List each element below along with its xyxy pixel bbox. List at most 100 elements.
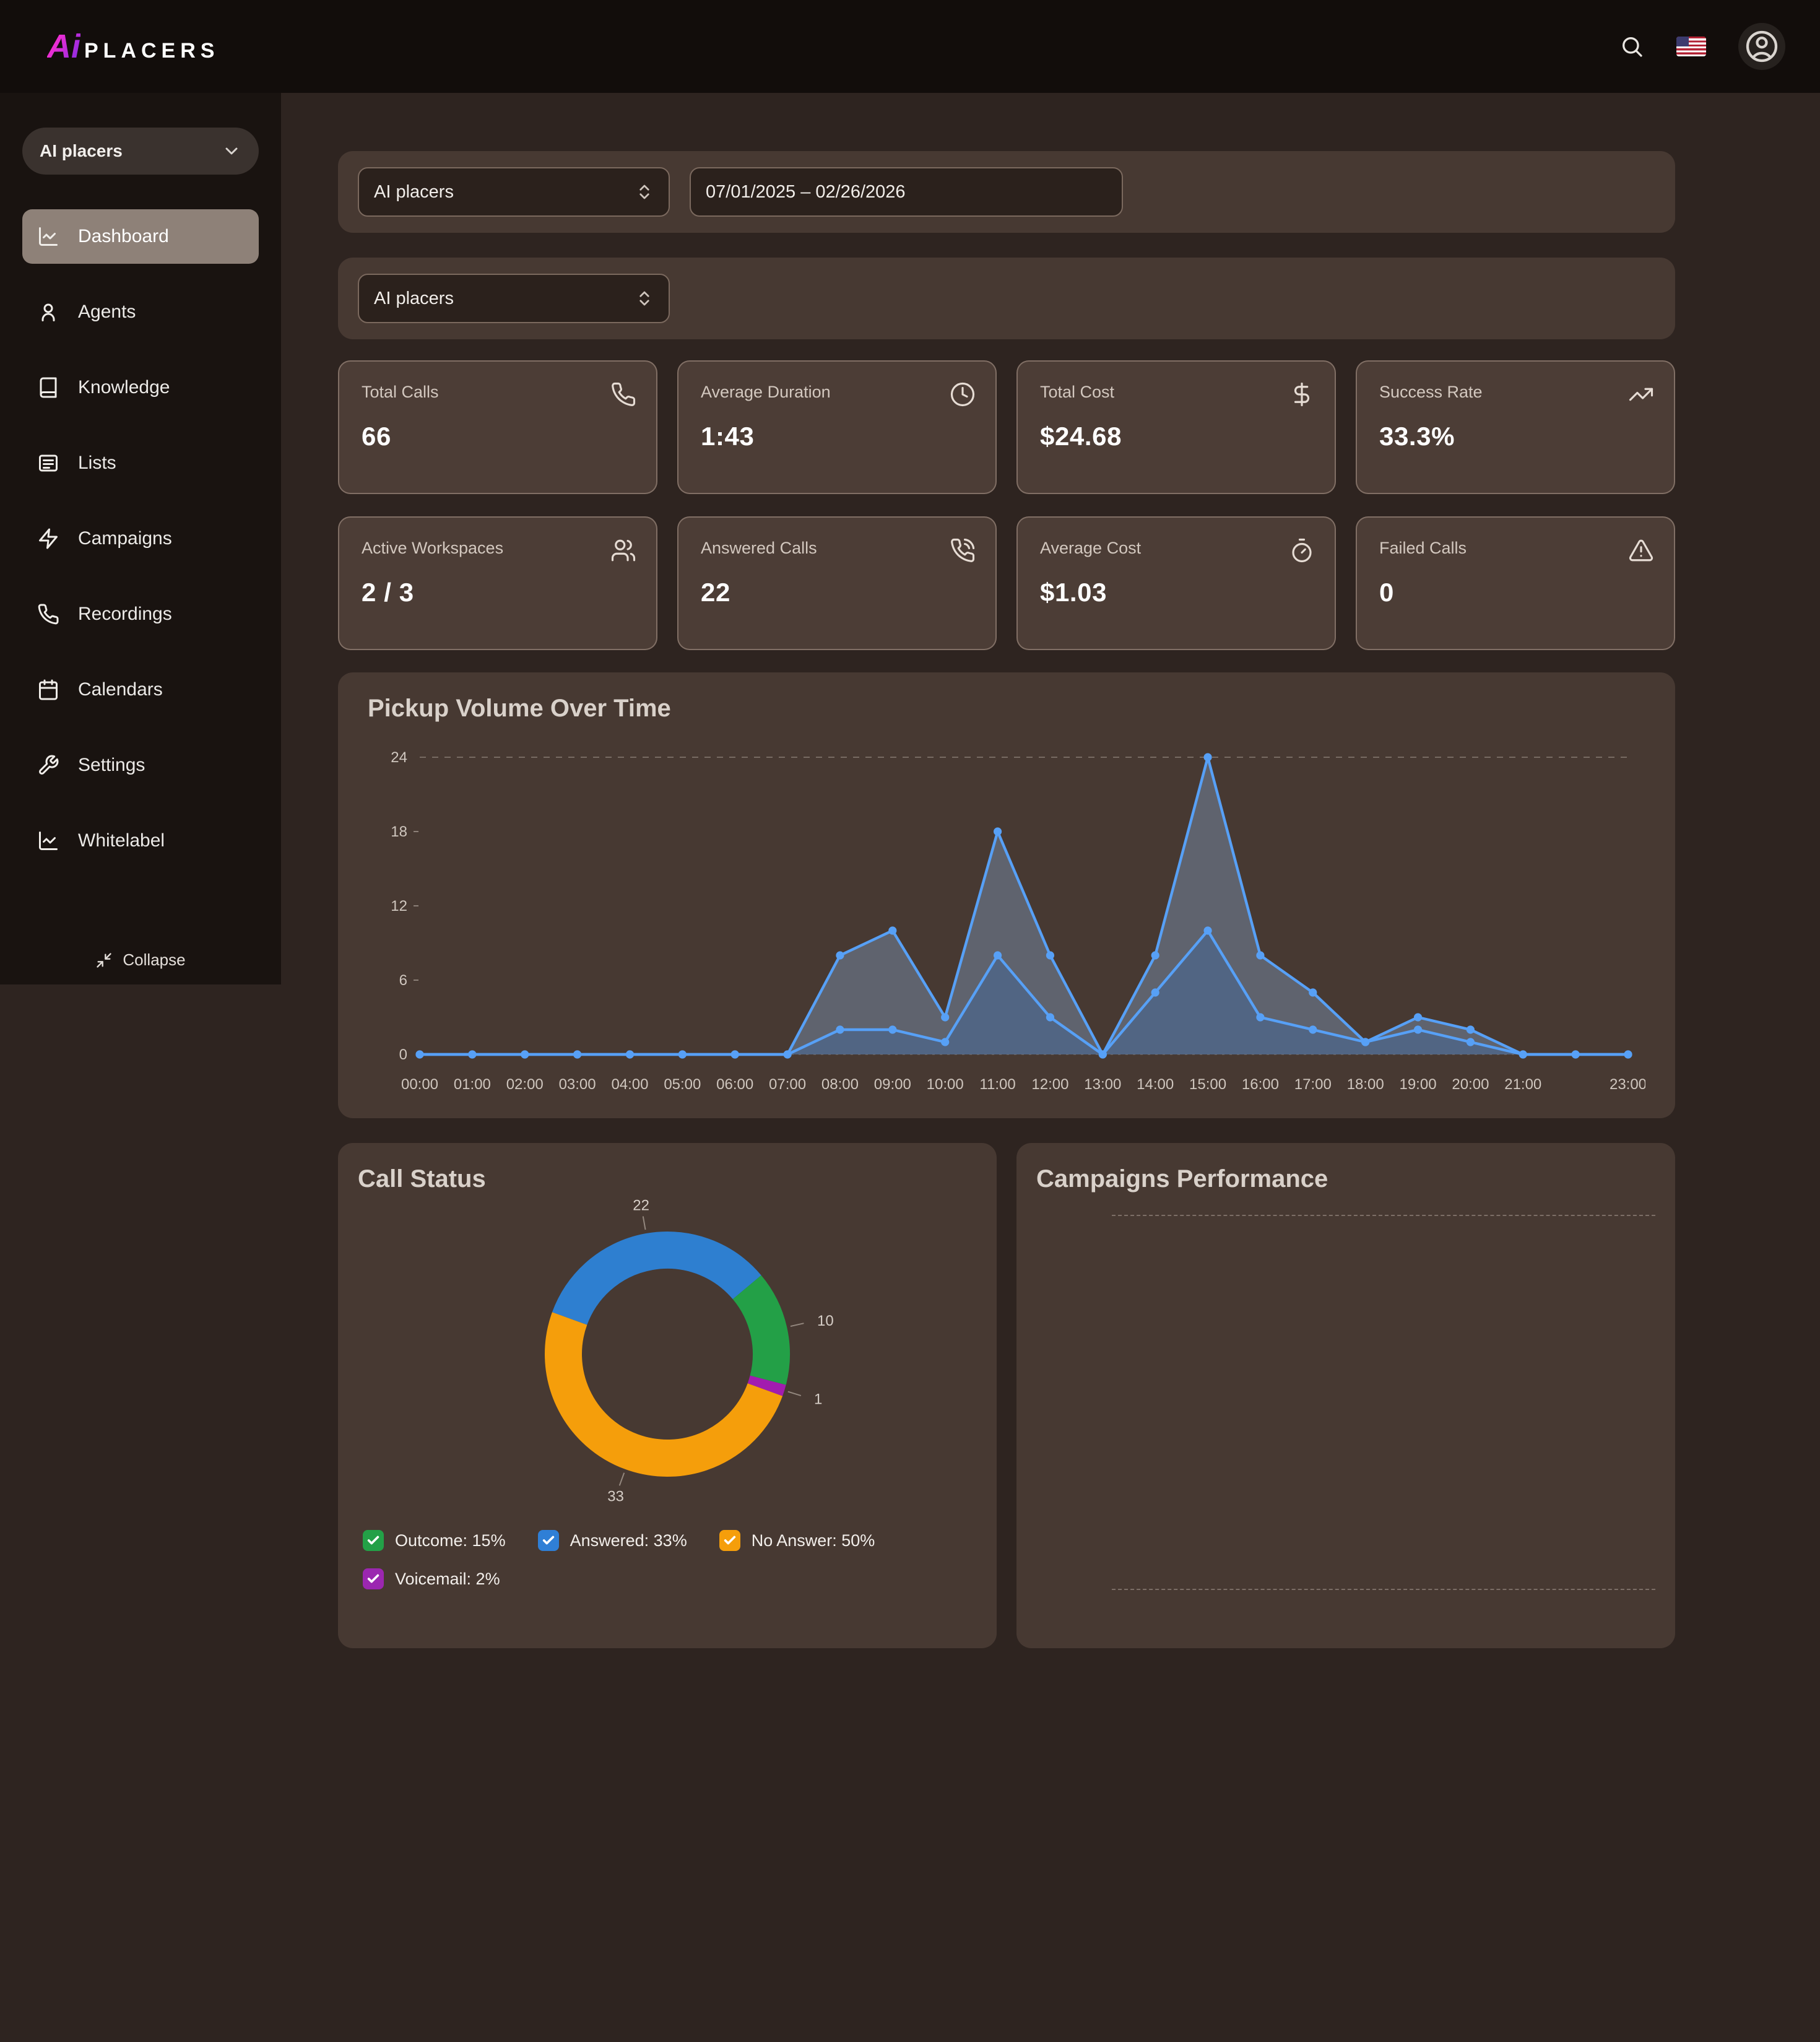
workspace-selector-label: AI placers <box>40 141 123 160</box>
svg-text:09:00: 09:00 <box>874 1076 911 1093</box>
sidebar-item-calendars[interactable]: Calendars <box>22 663 259 717</box>
sidebar-item-lists[interactable]: Lists <box>22 436 259 490</box>
chevrons-up-down-icon <box>639 291 649 306</box>
chart-line-icon <box>39 227 58 246</box>
app-logo[interactable]: Ai PLACERS <box>0 27 281 66</box>
phone-call-icon <box>950 537 976 563</box>
checkbox-checked-icon[interactable] <box>363 1568 384 1589</box>
list-icon <box>39 454 58 472</box>
stat-card-failed-calls: Failed Calls 0 <box>1356 516 1675 650</box>
legend-item-voicemail[interactable]: Voicemail: 2% <box>363 1568 500 1589</box>
svg-text:23:00: 23:00 <box>1610 1076 1645 1093</box>
chevrons-up-down-icon <box>639 185 649 199</box>
sidebar-item-settings[interactable]: Settings <box>22 738 259 793</box>
legend-label: Outcome: 15% <box>395 1531 506 1550</box>
svg-text:18:00: 18:00 <box>1347 1076 1384 1093</box>
stat-value: 33.3% <box>1379 422 1455 451</box>
topbar-actions <box>1619 23 1820 70</box>
chart-line-icon <box>39 832 58 850</box>
svg-text:13:00: 13:00 <box>1084 1076 1121 1093</box>
users-icon <box>610 537 636 563</box>
zap-icon <box>39 528 58 549</box>
stat-cards-grid: Total Calls 66 Average Duration 1:43 Tot… <box>338 360 1675 650</box>
sidebar-item-label: Settings <box>78 755 145 775</box>
svg-text:02:00: 02:00 <box>506 1076 544 1093</box>
stat-label: Total Cost <box>1040 383 1115 401</box>
sidebar-item-agents[interactable]: Agents <box>22 285 259 339</box>
sidebar-item-recordings[interactable]: Recordings <box>22 587 259 641</box>
sidebar-item-knowledge[interactable]: Knowledge <box>22 360 259 415</box>
sidebar-item-label: Lists <box>78 453 116 473</box>
workspace-filter-select[interactable]: AI placers <box>358 167 670 217</box>
stat-value: $24.68 <box>1040 422 1122 451</box>
svg-text:04:00: 04:00 <box>611 1076 648 1093</box>
legend-item-answered[interactable]: Answered: 33% <box>537 1530 687 1551</box>
stat-value: 0 <box>1379 578 1394 607</box>
svg-text:15:00: 15:00 <box>1189 1076 1226 1093</box>
svg-text:07:00: 07:00 <box>769 1076 806 1093</box>
legend-item-outcome[interactable]: Outcome: 15% <box>363 1530 506 1551</box>
svg-text:12: 12 <box>391 898 407 915</box>
sidebar-item-label: Agents <box>78 302 136 322</box>
sidebar-item-label: Recordings <box>78 604 172 624</box>
call-status-donut-chart[interactable]: 22 10 1 33 <box>457 1196 878 1515</box>
svg-text:01:00: 01:00 <box>454 1076 491 1093</box>
flag-canton <box>1676 37 1689 46</box>
sidebar-item-dashboard[interactable]: Dashboard <box>22 209 259 264</box>
calendar-icon <box>39 679 58 700</box>
stat-label: Failed Calls <box>1379 539 1467 557</box>
checkbox-checked-icon[interactable] <box>719 1530 740 1551</box>
timer-icon <box>1289 537 1315 563</box>
bottom-panels: Call Status 22 10 1 33 Outcome: 15% Answere… <box>338 1143 1675 1698</box>
legend-label: No Answer: 50% <box>751 1531 875 1550</box>
stat-card-active-workspaces: Active Workspaces 2 / 3 <box>338 516 657 650</box>
search-icon[interactable] <box>1619 34 1644 59</box>
legend-label: Answered: 33% <box>570 1531 687 1550</box>
collapse-button[interactable]: Collapse <box>0 950 281 970</box>
checkbox-checked-icon[interactable] <box>363 1530 384 1551</box>
stat-label: Active Workspaces <box>362 539 504 557</box>
svg-text:06:00: 06:00 <box>716 1076 753 1093</box>
svg-text:24: 24 <box>391 749 407 766</box>
svg-text:10:00: 10:00 <box>927 1076 964 1093</box>
svg-text:33: 33 <box>607 1488 624 1505</box>
sidebar-item-whitelabel[interactable]: Whitelabel <box>22 814 259 868</box>
pickup-volume-title: Pickup Volume Over Time <box>368 695 671 722</box>
svg-text:14:00: 14:00 <box>1137 1076 1174 1093</box>
stat-value: 22 <box>701 578 730 607</box>
phone-icon <box>38 604 59 625</box>
svg-text:08:00: 08:00 <box>821 1076 859 1093</box>
stat-value: 1:43 <box>701 422 755 451</box>
sidebar: AI placers Dashboard Agents Knowledge Li… <box>0 93 281 984</box>
empty-chart-top-gridline <box>1112 1215 1655 1216</box>
checkbox-checked-icon[interactable] <box>537 1530 559 1551</box>
svg-text:03:00: 03:00 <box>559 1076 596 1093</box>
wrench-icon <box>39 755 59 775</box>
call-status-title: Call Status <box>358 1165 486 1193</box>
svg-text:20:00: 20:00 <box>1452 1076 1489 1093</box>
campaigns-performance-panel: Campaigns Performance <box>1016 1143 1675 1648</box>
sidebar-item-campaigns[interactable]: Campaigns <box>22 511 259 566</box>
legend-item-no-answer[interactable]: No Answer: 50% <box>719 1530 875 1551</box>
svg-text:18: 18 <box>391 823 407 840</box>
main-content: AI placers AI placers Total Calls 66 Ave… <box>281 93 1820 1698</box>
stat-value: $1.03 <box>1040 578 1107 607</box>
pickup-volume-chart[interactable]: 0 6 12 18 24 00:00 01:00 02:00 03:00 04:00 05:00 06… <box>368 728 1645 1099</box>
sidebar-item-label: Whitelabel <box>78 830 165 851</box>
stat-card-average-cost: Average Cost $1.03 <box>1016 516 1336 650</box>
language-us-flag-icon[interactable] <box>1676 37 1706 56</box>
workspace-selector[interactable]: AI placers <box>22 128 259 175</box>
call-status-legend: Outcome: 15% Answered: 33% No Answer: 50… <box>358 1530 977 1589</box>
collapse-label: Collapse <box>123 950 186 969</box>
stat-label: Success Rate <box>1379 383 1483 401</box>
agent-filter-select[interactable]: AI placers <box>358 274 670 323</box>
date-range-input[interactable] <box>690 167 1123 217</box>
stat-value: 66 <box>362 422 391 451</box>
agent-filter-value: AI placers <box>374 288 454 308</box>
stat-label: Total Calls <box>362 383 439 401</box>
user-avatar[interactable] <box>1738 23 1785 70</box>
stat-card-answered-calls: Answered Calls 22 <box>677 516 997 650</box>
trending-up-icon <box>1628 381 1654 407</box>
svg-text:19:00: 19:00 <box>1399 1076 1436 1093</box>
stat-label: Average Cost <box>1040 539 1142 557</box>
